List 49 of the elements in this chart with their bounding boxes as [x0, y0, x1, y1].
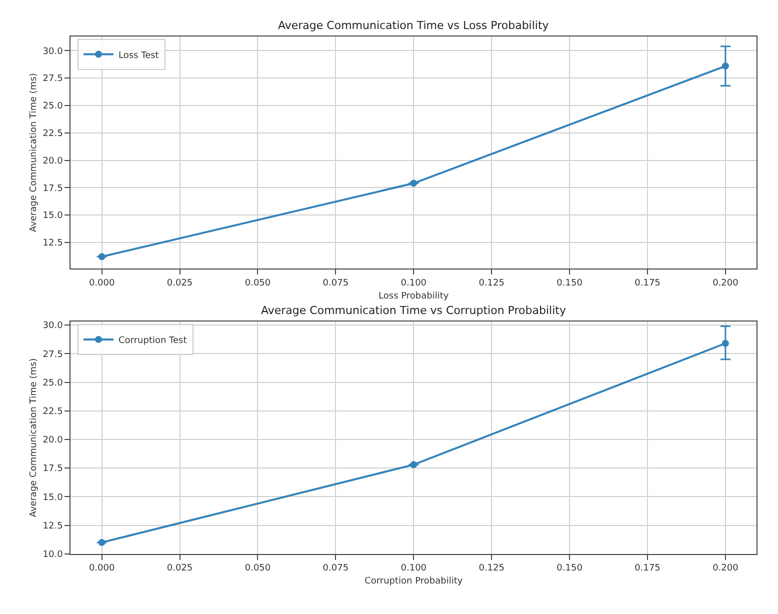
- point: [410, 461, 418, 468]
- x-tick-label: 0.125: [478, 278, 504, 289]
- point: [722, 340, 729, 347]
- y-tick-label: 25.0: [42, 102, 64, 112]
- x-tick-label: 0.025: [166, 278, 193, 289]
- legend-label: Corruption Test: [118, 336, 188, 346]
- x-tick-label: 0.150: [556, 564, 583, 574]
- x-tick-label: 0.125: [478, 564, 504, 574]
- legend-label: Loss Test: [118, 50, 160, 61]
- point: [410, 180, 418, 187]
- x-tick-label: 0.000: [88, 278, 115, 289]
- y-axis-title: Average Communication Time (ms): [29, 358, 40, 518]
- x-tick-label: 0.175: [634, 278, 660, 289]
- y-tick-label: 22.5: [42, 407, 63, 418]
- x-tick-label: 0.200: [712, 278, 739, 289]
- point: [722, 62, 729, 70]
- y-tick-label: 20.0: [42, 436, 64, 446]
- x-tick-label: 0.050: [244, 564, 271, 574]
- x-tick-label: 0.100: [400, 278, 427, 289]
- y-axis-title: Average Communication Time (ms): [29, 73, 40, 232]
- chart-title: Average Communication Time vs Loss Probability: [278, 19, 550, 32]
- x-axis-title: Loss Probability: [378, 291, 450, 302]
- x-tick-label: 0.150: [556, 278, 583, 289]
- y-tick-label: 25.0: [42, 378, 64, 388]
- x-tick-label: 0.175: [634, 564, 660, 574]
- x-tick-label: 0.000: [88, 564, 115, 574]
- y-tick-label: 10.0: [42, 550, 64, 560]
- y-tick-label: 27.5: [42, 74, 63, 84]
- y-tick-label: 17.5: [42, 184, 63, 194]
- y-tick-label: 12.5: [42, 521, 63, 532]
- y-tick-label: 22.5: [42, 129, 63, 140]
- y-tick-label: 20.0: [42, 156, 64, 166]
- x-tick-label: 0.200: [712, 564, 739, 574]
- x-tick-label: 0.100: [400, 564, 427, 574]
- y-tick-label: 30.0: [42, 321, 64, 332]
- y-tick-label: 15.0: [42, 211, 64, 222]
- chart-title: Average Communication Time vs Corruption Probability: [261, 304, 566, 317]
- point: [98, 538, 106, 546]
- y-tick-label: 12.5: [42, 238, 63, 249]
- x-axis-title: Corruption Probability: [364, 576, 464, 586]
- y-tick-label: 27.5: [42, 350, 63, 360]
- x-tick-label: 0.075: [322, 278, 349, 289]
- x-tick-label: 0.075: [322, 564, 349, 574]
- y-tick-label: 30.0: [42, 46, 64, 57]
- point: [98, 253, 106, 260]
- x-tick-label: 0.050: [244, 278, 271, 289]
- y-tick-label: 15.0: [42, 492, 64, 503]
- y-tick-label: 17.5: [42, 464, 63, 474]
- x-tick-label: 0.025: [166, 564, 193, 574]
